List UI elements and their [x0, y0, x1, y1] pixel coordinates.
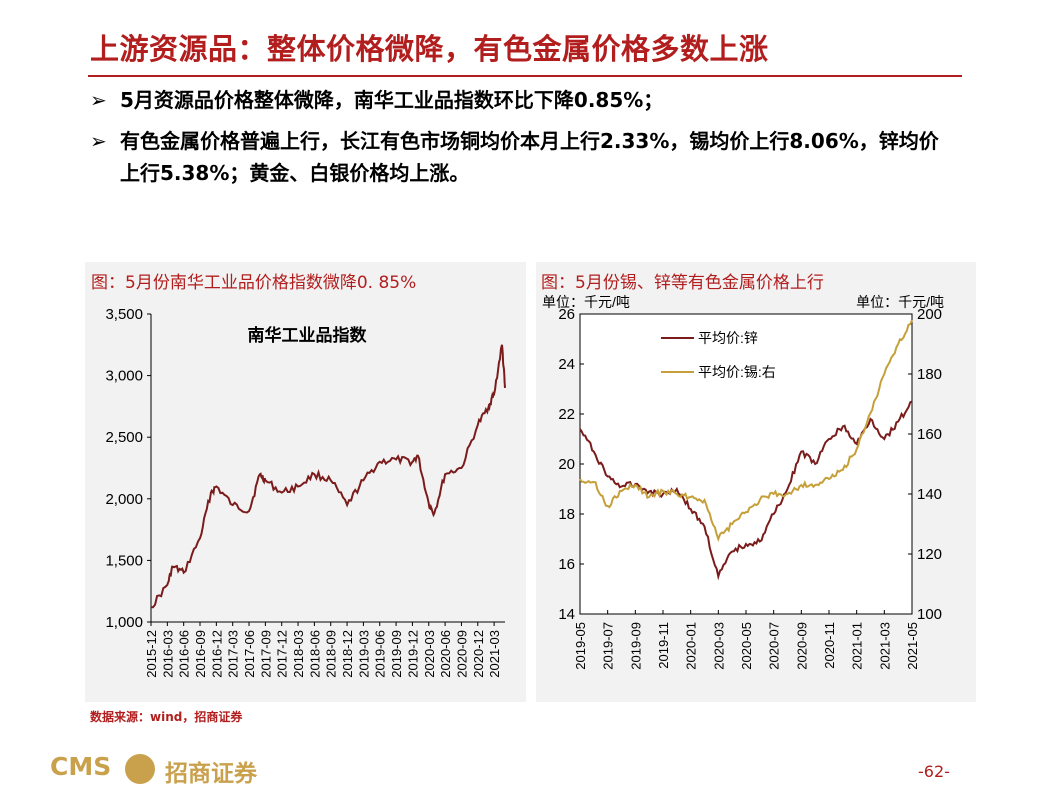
y2-tick-label: 160	[917, 426, 942, 443]
x-tick-label: 2017-06	[242, 630, 257, 678]
y-tick-label: 18	[558, 506, 575, 523]
y2-tick-label: 180	[917, 366, 942, 383]
x-tick-label: 2019-03	[356, 630, 371, 678]
x-tick-label: 2020-01	[684, 622, 699, 670]
x-tick-label: 2017-12	[275, 630, 290, 678]
left-unit-label: 单位：千元/吨	[542, 294, 630, 310]
y2-tick-label: 120	[917, 546, 942, 563]
x-tick-label: 2020-03	[711, 622, 726, 670]
bullet-text: 有色金属价格普遍上行，长江有色市场铜均价本月上行2.33%，锡均价上行8.06%…	[120, 129, 939, 185]
x-tick-label: 2019-11	[656, 622, 671, 669]
x-tick-label: 2019-07	[601, 622, 616, 670]
cms-logo-chinese: 招商证券	[165, 761, 257, 787]
y-tick-label: 24	[558, 356, 575, 373]
x-tick-label: 2020-09	[794, 622, 809, 670]
right-chart-title: 图：5月份锡、锌等有色金属价格上行	[541, 273, 824, 293]
x-tick-label: 2020-07	[767, 622, 782, 670]
legend-label-zinc: 平均价:锌	[698, 330, 758, 346]
x-tick-label: 2018-03	[291, 630, 306, 678]
x-tick-label: 2020-12	[471, 630, 486, 678]
x-tick-label: 2018-09	[324, 630, 339, 678]
left-chart-title: 图：5月份南华工业品价格指数微降0. 85%	[91, 273, 417, 293]
x-tick-label: 2020-03	[422, 630, 437, 678]
page-number: -62-	[918, 762, 950, 781]
cms-logo-icon	[125, 754, 155, 784]
y-tick-label: 22	[558, 406, 575, 423]
x-tick-label: 2020-06	[438, 630, 453, 678]
data-source-note: 数据来源：wind，招商证券	[90, 710, 243, 724]
x-tick-label: 2020-11	[822, 622, 837, 669]
y2-tick-label: 140	[917, 486, 942, 503]
x-tick-label: 2021-05	[905, 622, 920, 670]
nonferrous-price-chart: 单位：千元/吨 单位：千元/吨 14 16 18 20 22 24 26 100 120 140 160…	[542, 294, 944, 670]
x-tick-label: 2020-09	[454, 630, 469, 678]
x-tick-label: 2017-03	[226, 630, 241, 678]
y-tick-label: 16	[558, 556, 575, 573]
bullet-text: 5月资源品价格整体微降，南华工业品指数环比下降0.85%；	[120, 88, 664, 112]
y2-tick-label: 200	[917, 306, 942, 323]
y-tick-label: 20	[558, 456, 575, 473]
x-tick-label: 2016-06	[177, 630, 192, 678]
legend-label-tin: 平均价:锡:右	[698, 364, 776, 380]
bullet-arrow-icon: ➢	[90, 129, 107, 153]
x-tick-label: 2021-03	[487, 630, 502, 678]
x-tick-label: 2016-12	[209, 630, 224, 678]
page-title: 上游资源品：整体价格微降，有色金属价格多数上涨	[90, 32, 769, 66]
y-tick-label: 1,500	[105, 552, 143, 569]
y-tick-label: 2,000	[105, 491, 143, 508]
y-tick-label: 14	[558, 606, 575, 623]
y-tick-label: 2,500	[105, 429, 143, 446]
x-tick-label: 2021-01	[850, 622, 865, 670]
x-tick-label: 2019-05	[573, 622, 588, 670]
y-tick-label: 1,000	[105, 614, 143, 631]
x-tick-label: 2019-09	[389, 630, 404, 678]
x-tick-label: 2016-03	[160, 630, 175, 678]
y2-tick-label: 100	[917, 606, 942, 623]
x-tick-label: 2019-06	[373, 630, 388, 678]
bullet-arrow-icon: ➢	[90, 88, 107, 112]
x-tick-label: 2018-12	[340, 630, 355, 678]
y-tick-label: 26	[558, 306, 575, 323]
chart-inner-title: 南华工业品指数	[248, 325, 368, 345]
title-divider	[88, 75, 962, 77]
x-tick-label: 2017-09	[258, 630, 273, 678]
right-unit-label: 单位：千元/吨	[856, 294, 944, 310]
plot-frame	[579, 313, 913, 615]
x-tick-label: 2015-12	[144, 630, 159, 678]
y-tick-label: 3,500	[105, 306, 143, 323]
x-tick-label: 2019-09	[628, 622, 643, 670]
x-tick-label: 2020-05	[739, 622, 754, 670]
series-line-tin	[579, 319, 913, 542]
x-tick-label: 2021-03	[877, 622, 892, 670]
series-line-nanhua	[151, 344, 506, 609]
x-tick-label: 2018-06	[307, 630, 322, 678]
x-tick-label: 2019-12	[405, 630, 420, 678]
x-tick-label: 2016-09	[193, 630, 208, 678]
y-tick-label: 3,000	[105, 368, 143, 385]
cms-logo-text: CMS	[50, 752, 112, 781]
